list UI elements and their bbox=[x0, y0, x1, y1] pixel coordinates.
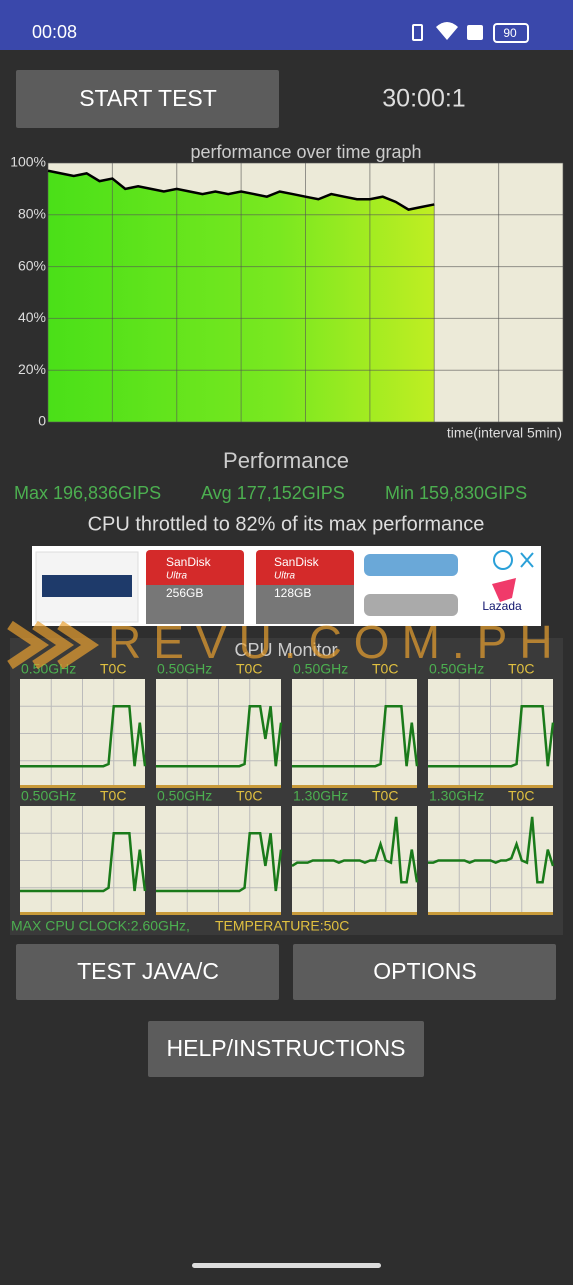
core-baseline bbox=[20, 785, 145, 788]
options-button-label[interactable]: OPTIONS bbox=[373, 958, 477, 984]
y-tick-label: 40% bbox=[18, 309, 46, 325]
core-trace bbox=[291, 816, 419, 884]
max-clock: MAX CPU CLOCK:2.60GHz, bbox=[11, 918, 190, 934]
cores: 0.50GHz T0C 0.50GHz T0C 0.50GHz T0C 0.50GHz T0C… bbox=[20, 661, 555, 915]
core-baseline bbox=[428, 912, 553, 915]
core-temp: T0C bbox=[236, 788, 262, 804]
watermark: REVU.COM.PH bbox=[108, 616, 565, 668]
avg-perf: Avg 177,152GIPS bbox=[201, 483, 345, 503]
y-tick-label: 100% bbox=[10, 154, 46, 170]
core-temp: T0C bbox=[100, 788, 126, 804]
min-perf: Min 159,830GIPS bbox=[385, 483, 527, 503]
ad-text: Ultra bbox=[274, 571, 296, 582]
help-button-label[interactable]: HELP/INSTRUCTIONS bbox=[167, 1035, 406, 1061]
ad-text: SanDisk bbox=[166, 555, 212, 569]
sim-icon bbox=[467, 25, 483, 40]
max-perf: Max 196,836GIPS bbox=[14, 483, 161, 503]
core-baseline bbox=[292, 912, 417, 915]
y-tick-label: 0 bbox=[38, 413, 46, 429]
x-axis-label: time(interval 5min) bbox=[447, 425, 562, 441]
temperature: TEMPERATURE:50C bbox=[215, 918, 349, 934]
clock: 00:08 bbox=[32, 22, 77, 42]
vibrate-icon bbox=[412, 24, 423, 41]
y-tick-label: 80% bbox=[18, 206, 46, 222]
start-button-label[interactable]: START TEST bbox=[79, 85, 217, 111]
y-tick-label: 60% bbox=[18, 257, 46, 273]
ad-info-icon[interactable] bbox=[493, 550, 513, 570]
options-button[interactable] bbox=[293, 944, 556, 1000]
graph: 0 20% 40% 60% 80% 100% bbox=[10, 154, 564, 429]
wifi-icon bbox=[436, 22, 458, 40]
core-trace bbox=[156, 705, 283, 768]
ad-ssd bbox=[42, 575, 132, 597]
ad-card bbox=[146, 585, 244, 624]
core-trace bbox=[428, 816, 555, 884]
core-baseline bbox=[156, 785, 281, 788]
core-temp: T0C bbox=[372, 661, 398, 677]
performance-title: Performance bbox=[223, 448, 349, 473]
y-tick-label: 20% bbox=[18, 361, 46, 377]
core-trace bbox=[292, 705, 419, 768]
core-freq: 0.50GHz bbox=[21, 788, 76, 804]
ad-card bbox=[256, 585, 354, 624]
ad-text: Ultra bbox=[166, 571, 188, 582]
core-baseline bbox=[20, 912, 145, 915]
core-freq: 1.30GHz bbox=[293, 788, 348, 804]
core-temp: T0C bbox=[236, 661, 262, 677]
start-button[interactable] bbox=[16, 70, 279, 128]
throttle-text: CPU throttled to 82% of its max performa… bbox=[88, 513, 485, 535]
battery-icon bbox=[493, 23, 529, 43]
core-freq: 0.50GHz bbox=[157, 788, 212, 804]
core-trace bbox=[428, 705, 555, 768]
core-temp: T0C bbox=[508, 788, 534, 804]
help-button[interactable] bbox=[148, 1021, 424, 1077]
lazada-logo bbox=[492, 578, 516, 602]
core-freq: 1.30GHz bbox=[429, 788, 484, 804]
watermark-logo bbox=[7, 620, 100, 670]
battery-level: 90 bbox=[503, 26, 517, 40]
test-button[interactable] bbox=[16, 944, 279, 1000]
ad-text: 256GB bbox=[166, 586, 203, 600]
core-temp: T0C bbox=[372, 788, 398, 804]
ad-text: SanDisk bbox=[274, 555, 320, 569]
performance-line bbox=[47, 169, 435, 211]
graph-title: performance over time graph bbox=[190, 142, 421, 162]
ad-text: 128GB bbox=[274, 586, 311, 600]
timer: 30:00:1 bbox=[382, 85, 465, 113]
core-freq: 0.50GHz bbox=[293, 661, 348, 677]
ad-usb bbox=[364, 594, 458, 616]
status-bar bbox=[0, 0, 573, 50]
core-baseline bbox=[292, 785, 417, 788]
nav-handle[interactable] bbox=[192, 1263, 381, 1268]
core-trace bbox=[156, 832, 283, 893]
core-freq: 0.50GHz bbox=[429, 661, 484, 677]
core-trace bbox=[20, 705, 147, 768]
core-trace bbox=[20, 832, 147, 893]
test-button-label[interactable]: TEST JAVA/C bbox=[77, 958, 219, 984]
core-baseline bbox=[156, 912, 281, 915]
cpu-monitor-title: CPU Monitor bbox=[234, 640, 337, 660]
ad-usb bbox=[364, 554, 458, 576]
core-baseline bbox=[428, 785, 553, 788]
core-temp: T0C bbox=[508, 661, 534, 677]
core-temp: T0C bbox=[100, 661, 126, 677]
core-freq: 0.50GHz bbox=[157, 661, 212, 677]
ad-close-icon[interactable] bbox=[520, 552, 534, 568]
ad-text: Lazada bbox=[482, 599, 522, 613]
